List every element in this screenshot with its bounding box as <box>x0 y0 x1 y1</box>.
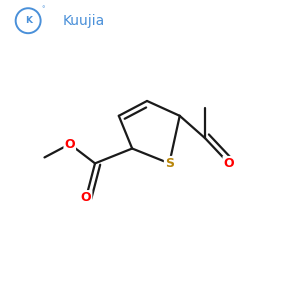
Text: K: K <box>25 16 32 25</box>
Text: O: O <box>64 138 75 151</box>
Text: O: O <box>81 191 92 204</box>
Text: Kuujia: Kuujia <box>63 14 105 28</box>
Text: S: S <box>165 157 174 170</box>
Text: °: ° <box>41 7 45 13</box>
Text: O: O <box>224 157 234 170</box>
